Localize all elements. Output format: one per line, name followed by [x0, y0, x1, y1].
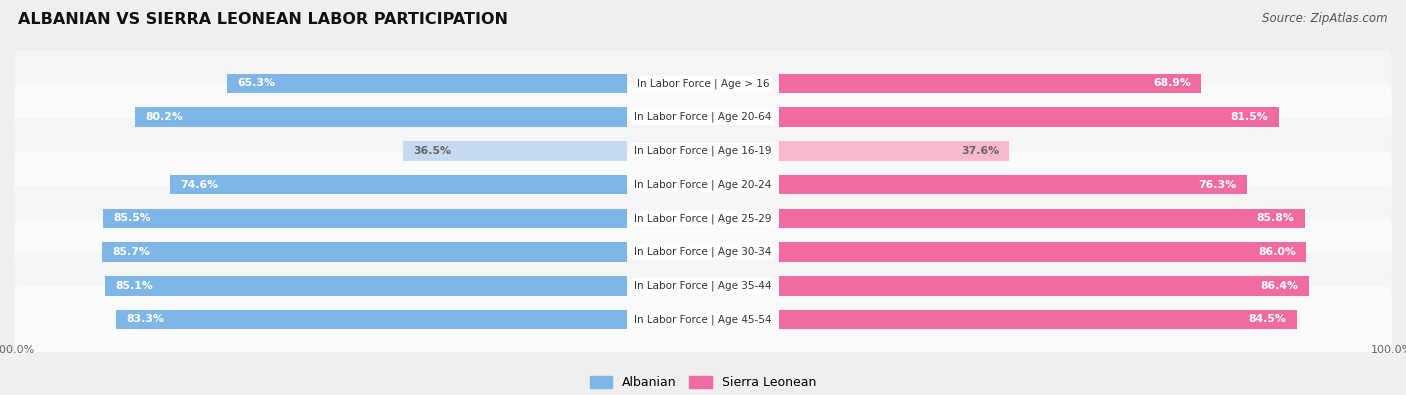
Text: 85.5%: 85.5%	[114, 213, 150, 223]
Bar	[404, 141, 627, 161]
Bar	[779, 276, 1309, 295]
FancyBboxPatch shape	[14, 186, 1392, 251]
Text: 84.5%: 84.5%	[1249, 314, 1286, 324]
Text: In Labor Force | Age 35-44: In Labor Force | Age 35-44	[634, 280, 772, 291]
Text: 81.5%: 81.5%	[1230, 112, 1268, 122]
Text: 74.6%: 74.6%	[180, 180, 218, 190]
Bar	[779, 107, 1278, 127]
Text: 86.0%: 86.0%	[1258, 247, 1296, 257]
Bar	[779, 242, 1306, 262]
Legend: Albanian, Sierra Leonean: Albanian, Sierra Leonean	[585, 371, 821, 394]
Text: In Labor Force | Age 20-64: In Labor Force | Age 20-64	[634, 112, 772, 122]
Text: 86.4%: 86.4%	[1260, 281, 1298, 291]
Text: ALBANIAN VS SIERRA LEONEAN LABOR PARTICIPATION: ALBANIAN VS SIERRA LEONEAN LABOR PARTICI…	[18, 12, 509, 27]
FancyBboxPatch shape	[14, 118, 1392, 184]
Text: 85.7%: 85.7%	[112, 247, 150, 257]
FancyBboxPatch shape	[14, 85, 1392, 150]
Text: In Labor Force | Age 45-54: In Labor Force | Age 45-54	[634, 314, 772, 325]
Text: 76.3%: 76.3%	[1198, 180, 1236, 190]
Bar	[779, 175, 1247, 194]
Text: Source: ZipAtlas.com: Source: ZipAtlas.com	[1263, 12, 1388, 25]
FancyBboxPatch shape	[14, 253, 1392, 318]
Bar	[170, 175, 627, 194]
Text: 37.6%: 37.6%	[960, 146, 1000, 156]
Bar	[117, 310, 627, 329]
Text: In Labor Force | Age 16-19: In Labor Force | Age 16-19	[634, 146, 772, 156]
Bar	[779, 209, 1305, 228]
FancyBboxPatch shape	[14, 219, 1392, 285]
Bar	[105, 276, 627, 295]
Bar	[779, 73, 1201, 93]
Text: 85.1%: 85.1%	[115, 281, 153, 291]
Bar	[135, 107, 627, 127]
Bar	[226, 73, 627, 93]
Bar	[779, 141, 1010, 161]
Text: 85.8%: 85.8%	[1257, 213, 1295, 223]
Text: In Labor Force | Age > 16: In Labor Force | Age > 16	[637, 78, 769, 89]
Text: 68.9%: 68.9%	[1153, 79, 1191, 88]
FancyBboxPatch shape	[14, 287, 1392, 352]
FancyBboxPatch shape	[14, 152, 1392, 217]
Text: In Labor Force | Age 25-29: In Labor Force | Age 25-29	[634, 213, 772, 224]
FancyBboxPatch shape	[14, 51, 1392, 116]
Bar	[101, 242, 627, 262]
Text: 36.5%: 36.5%	[413, 146, 451, 156]
Text: 65.3%: 65.3%	[238, 79, 276, 88]
Bar	[103, 209, 627, 228]
Text: 83.3%: 83.3%	[127, 314, 165, 324]
Text: 80.2%: 80.2%	[146, 112, 184, 122]
Bar	[779, 310, 1296, 329]
Text: In Labor Force | Age 30-34: In Labor Force | Age 30-34	[634, 247, 772, 257]
Text: In Labor Force | Age 20-24: In Labor Force | Age 20-24	[634, 179, 772, 190]
